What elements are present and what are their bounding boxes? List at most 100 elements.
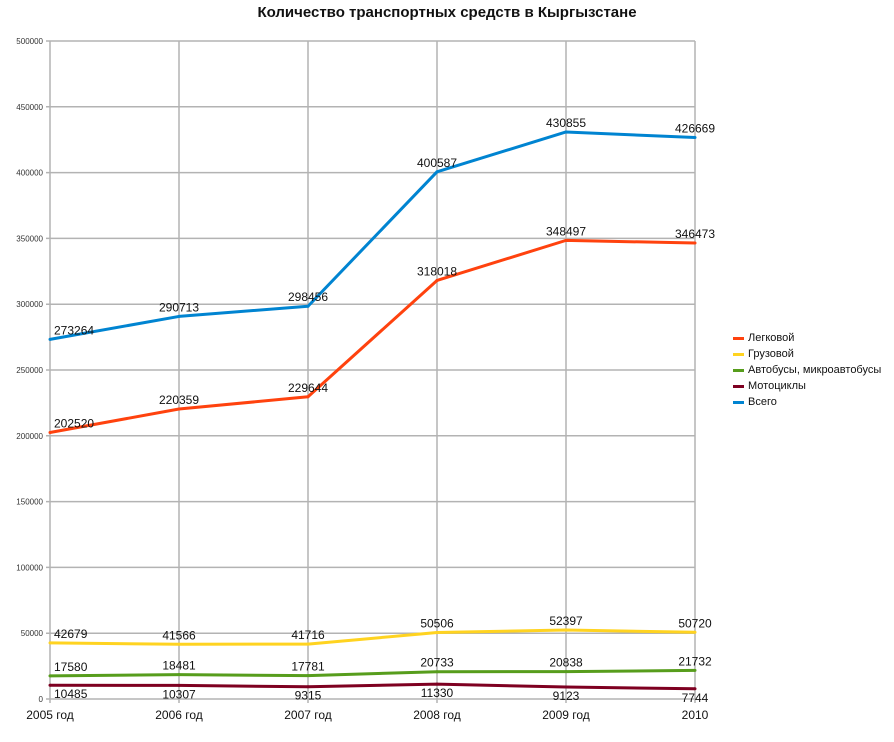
x-tick-label: 2008 год xyxy=(413,708,461,722)
x-tick-label: 2010 xyxy=(682,708,709,722)
legend-label: Легковой xyxy=(748,332,795,344)
data-label: 41566 xyxy=(162,628,196,642)
data-point xyxy=(306,674,310,678)
x-tick-label: 2005 год xyxy=(26,708,74,722)
legend-label: Мотоциклы xyxy=(748,380,806,392)
data-point xyxy=(693,241,697,245)
legend-item: Всего xyxy=(733,394,881,410)
y-tick-label: 200000 xyxy=(16,432,43,441)
y-tick-label: 250000 xyxy=(16,366,43,375)
data-label: 229644 xyxy=(288,381,328,395)
data-label: 18481 xyxy=(162,659,196,673)
data-point xyxy=(693,668,697,672)
legend-item: Мотоциклы xyxy=(733,378,881,394)
data-point xyxy=(177,673,181,677)
data-point xyxy=(693,136,697,140)
data-point xyxy=(306,395,310,399)
data-point xyxy=(435,170,439,174)
series-line-Мотоциклы xyxy=(49,682,696,691)
data-label: 426669 xyxy=(675,122,715,136)
y-tick-label: 450000 xyxy=(16,103,43,112)
data-point xyxy=(564,670,568,674)
data-label: 318018 xyxy=(417,264,457,278)
data-point xyxy=(306,685,310,689)
data-point xyxy=(435,670,439,674)
legend-label: Грузовой xyxy=(748,348,794,360)
legend-item: Автобусы, микроавтобусы xyxy=(733,362,881,378)
data-label: 42679 xyxy=(54,627,88,641)
data-point xyxy=(48,337,52,341)
data-label: 7744 xyxy=(682,691,709,705)
y-tick-label: 400000 xyxy=(16,169,43,178)
legend-label: Автобусы, микроавтобусы xyxy=(748,364,882,376)
data-point xyxy=(48,641,52,645)
data-point xyxy=(435,682,439,686)
data-point xyxy=(48,430,52,434)
data-label: 52397 xyxy=(549,614,583,628)
data-label: 10307 xyxy=(162,687,196,701)
legend-swatch xyxy=(733,336,744,340)
chart-title: Количество транспортных средств в Кыргыз… xyxy=(257,4,637,21)
data-point xyxy=(564,238,568,242)
y-tick-label: 350000 xyxy=(16,234,43,243)
data-point xyxy=(564,685,568,689)
legend-item: Грузовой xyxy=(733,346,881,362)
data-label: 430855 xyxy=(546,116,586,130)
series-line-Автобусы, микроавтобусы xyxy=(49,668,696,678)
data-label: 20733 xyxy=(420,656,454,670)
data-point xyxy=(177,642,181,646)
x-tick-label: 2009 год xyxy=(542,708,590,722)
x-tick-label: 2006 год xyxy=(155,708,203,722)
legend: Легковой Грузовой Автобусы, микроавтобусы М… xyxy=(733,330,881,410)
legend-swatch xyxy=(733,352,744,356)
data-label: 50506 xyxy=(420,617,454,631)
data-point xyxy=(435,278,439,282)
data-label: 400587 xyxy=(417,156,457,170)
y-tick-label: 50000 xyxy=(21,629,44,638)
y-tick-label: 150000 xyxy=(16,498,43,507)
data-label: 348497 xyxy=(546,224,586,238)
data-point xyxy=(435,631,439,635)
y-tick-label: 300000 xyxy=(16,300,43,309)
legend-item: Легковой xyxy=(733,330,881,346)
series-line-Грузовой xyxy=(49,628,696,646)
data-label: 11330 xyxy=(421,686,454,700)
data-label: 9315 xyxy=(295,689,322,703)
legend-label: Всего xyxy=(748,396,777,408)
data-label: 220359 xyxy=(159,393,199,407)
data-label: 9123 xyxy=(553,689,580,703)
data-label: 273264 xyxy=(54,323,94,337)
data-label: 346473 xyxy=(675,227,715,241)
data-point xyxy=(48,683,52,687)
data-point xyxy=(564,628,568,632)
data-point xyxy=(306,304,310,308)
y-tick-label: 0 xyxy=(39,695,44,704)
legend-swatch xyxy=(733,368,744,372)
data-point xyxy=(48,674,52,678)
data-label: 202520 xyxy=(54,416,94,430)
series-line-Всего xyxy=(49,130,696,341)
data-label: 21732 xyxy=(678,654,712,668)
x-tick-label: 2007 год xyxy=(284,708,332,722)
data-point xyxy=(306,642,310,646)
data-label: 298456 xyxy=(288,290,328,304)
data-label: 17580 xyxy=(54,660,88,674)
data-label: 20838 xyxy=(549,656,583,670)
data-label: 41716 xyxy=(291,628,325,642)
data-label: 10485 xyxy=(54,687,88,701)
data-point xyxy=(693,687,697,691)
y-tick-label: 500000 xyxy=(16,37,43,46)
data-point xyxy=(177,407,181,411)
data-label: 50720 xyxy=(678,616,712,630)
data-point xyxy=(564,130,568,134)
data-label: 17781 xyxy=(291,660,325,674)
legend-swatch xyxy=(733,384,744,388)
series-line-Легковой xyxy=(49,238,696,434)
data-label: 290713 xyxy=(159,300,199,314)
y-tick-label: 100000 xyxy=(16,563,43,572)
data-point xyxy=(693,630,697,634)
legend-swatch xyxy=(733,400,744,404)
data-point xyxy=(177,683,181,687)
data-point xyxy=(177,314,181,318)
